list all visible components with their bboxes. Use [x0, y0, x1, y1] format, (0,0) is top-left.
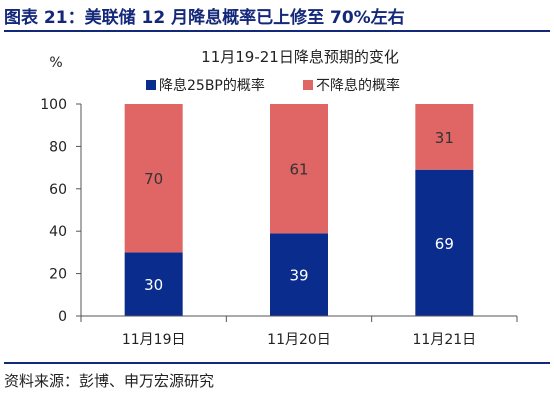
- bar-1-1: [270, 104, 328, 234]
- bar-1-0: [124, 104, 183, 253]
- y-tick-label-1: 20: [49, 267, 67, 283]
- y-tick-label-2: 40: [49, 224, 67, 240]
- legend-swatch-1: [303, 80, 313, 90]
- x-axis: 11月19日 11月20日 11月21日: [80, 315, 518, 348]
- legend-label-1: 不降息的概率: [316, 77, 400, 94]
- legend: 降息25BP的概率 不降息的概率: [146, 77, 400, 94]
- bars: 30 70 39 61 69 31: [124, 104, 474, 316]
- legend-label-0: 降息25BP的概率: [159, 77, 265, 94]
- bar-value-label-0-0: 30: [144, 276, 163, 294]
- chart-title: 11月19-21日降息预期的变化: [201, 48, 399, 66]
- bar-0-0: [124, 252, 183, 316]
- y-tick-label-4: 80: [49, 139, 67, 155]
- y-tick-label-5: 100: [40, 97, 67, 113]
- bar-value-label-0-2: 69: [435, 235, 454, 253]
- bar-value-label-1-2: 31: [435, 129, 454, 147]
- x-tick-label-1: 11月20日: [267, 332, 331, 348]
- bar-value-label-1-1: 61: [289, 161, 308, 179]
- bar-0-1: [270, 233, 328, 316]
- bar-0-2: [415, 169, 474, 316]
- source-rule: [4, 362, 550, 364]
- legend-swatch-0: [146, 80, 156, 90]
- y-tick-label-0: 0: [58, 309, 67, 325]
- y-tick-label-3: 60: [49, 182, 67, 198]
- source-note: 资料来源：彭博、申万宏源研究: [4, 372, 215, 390]
- y-axis-label: %: [49, 55, 62, 71]
- stacked-bar-chart: 11月19-21日降息预期的变化 降息25BP的概率 不降息的概率 % 0 20 40…: [40, 48, 518, 348]
- bar-value-label-1-0: 70: [144, 170, 163, 188]
- y-axis: 0 20 40 60 80 100: [40, 97, 82, 325]
- figure-title: 图表 21：美联储 12 月降息概率已上修至 70%左右: [4, 8, 405, 28]
- title-rule: [4, 30, 550, 32]
- x-tick-label-0: 11月19日: [122, 332, 186, 348]
- bar-value-label-0-1: 39: [289, 267, 308, 285]
- bar-1-2: [415, 104, 474, 170]
- x-tick-label-2: 11月21日: [413, 332, 477, 348]
